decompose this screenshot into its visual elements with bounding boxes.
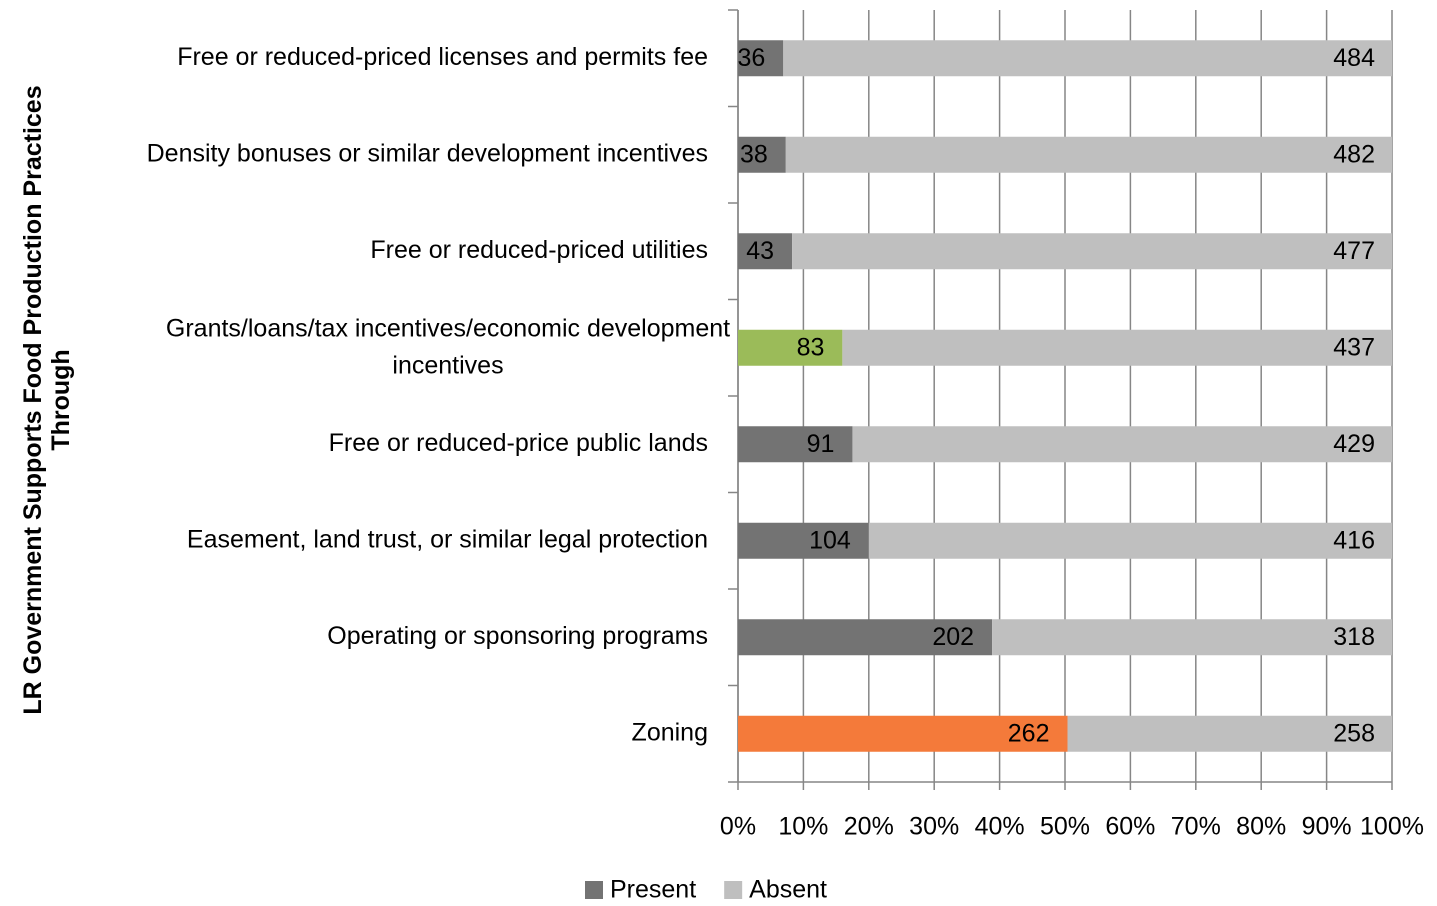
y-axis-label: LR Government Supports Food Production P… bbox=[19, 85, 75, 714]
y-tick-label: Grants/loans/tax incentives/economic dev… bbox=[166, 314, 730, 379]
x-tick-label: 100% bbox=[1360, 813, 1424, 841]
bar-segment bbox=[842, 329, 1392, 366]
legend-label: Absent bbox=[749, 876, 827, 904]
x-tick-label: 30% bbox=[909, 813, 959, 841]
x-tick-label: 60% bbox=[1105, 813, 1155, 841]
x-tick-label: 80% bbox=[1236, 813, 1286, 841]
bar-segment bbox=[783, 40, 1392, 77]
data-label: 104 bbox=[809, 526, 851, 554]
y-tick-label: Free or reduced-price public lands bbox=[329, 429, 708, 457]
x-tick-label: 70% bbox=[1171, 813, 1221, 841]
bar-segment bbox=[785, 136, 1392, 173]
data-label: 484 bbox=[1333, 44, 1375, 72]
data-label: 437 bbox=[1333, 333, 1375, 361]
y-tick-label: Free or reduced-priced licenses and perm… bbox=[177, 43, 708, 71]
x-tick-label: 0% bbox=[720, 813, 756, 841]
legend-label: Present bbox=[610, 876, 696, 904]
data-label: 429 bbox=[1333, 430, 1375, 458]
data-label: 477 bbox=[1333, 237, 1375, 265]
y-tick-label: Free or reduced-priced utilities bbox=[370, 236, 708, 264]
data-label: 91 bbox=[807, 430, 835, 458]
bar-segment bbox=[738, 522, 869, 559]
bar-segment bbox=[738, 619, 993, 656]
data-label: 416 bbox=[1333, 526, 1375, 554]
x-tick-label: 20% bbox=[844, 813, 894, 841]
data-label: 202 bbox=[932, 623, 974, 651]
bar-segment bbox=[738, 715, 1068, 752]
bar-segment bbox=[738, 233, 793, 270]
legend-swatch bbox=[724, 881, 743, 899]
bar-segment bbox=[738, 40, 784, 77]
data-label: 318 bbox=[1333, 623, 1375, 651]
data-label: 43 bbox=[746, 237, 774, 265]
y-tick-label: Operating or sponsoring programs bbox=[327, 622, 708, 650]
x-tick-label: 90% bbox=[1302, 813, 1352, 841]
x-tick-label: 10% bbox=[778, 813, 828, 841]
x-tick-label: 50% bbox=[1040, 813, 1090, 841]
bar-segment bbox=[738, 329, 843, 366]
data-label: 38 bbox=[740, 140, 768, 168]
bar-segment bbox=[868, 522, 1392, 559]
y-tick-label: Zoning bbox=[632, 718, 708, 746]
bar-segment bbox=[792, 233, 1392, 270]
x-tick-label: 40% bbox=[975, 813, 1025, 841]
data-label: 482 bbox=[1333, 140, 1375, 168]
y-tick-label: Density bonuses or similar development i… bbox=[147, 139, 708, 167]
bar-segment bbox=[992, 619, 1392, 656]
bar-segment bbox=[738, 136, 786, 173]
bar-segment bbox=[852, 426, 1392, 463]
bar-segment bbox=[738, 426, 853, 463]
legend-swatch bbox=[585, 881, 603, 899]
data-label: 258 bbox=[1333, 719, 1375, 747]
data-label: 36 bbox=[737, 44, 765, 72]
y-tick-label: Easement, land trust, or similar legal p… bbox=[187, 525, 708, 553]
data-label: 262 bbox=[1008, 719, 1050, 747]
bar-segment bbox=[1067, 715, 1392, 752]
data-label: 83 bbox=[797, 333, 825, 361]
